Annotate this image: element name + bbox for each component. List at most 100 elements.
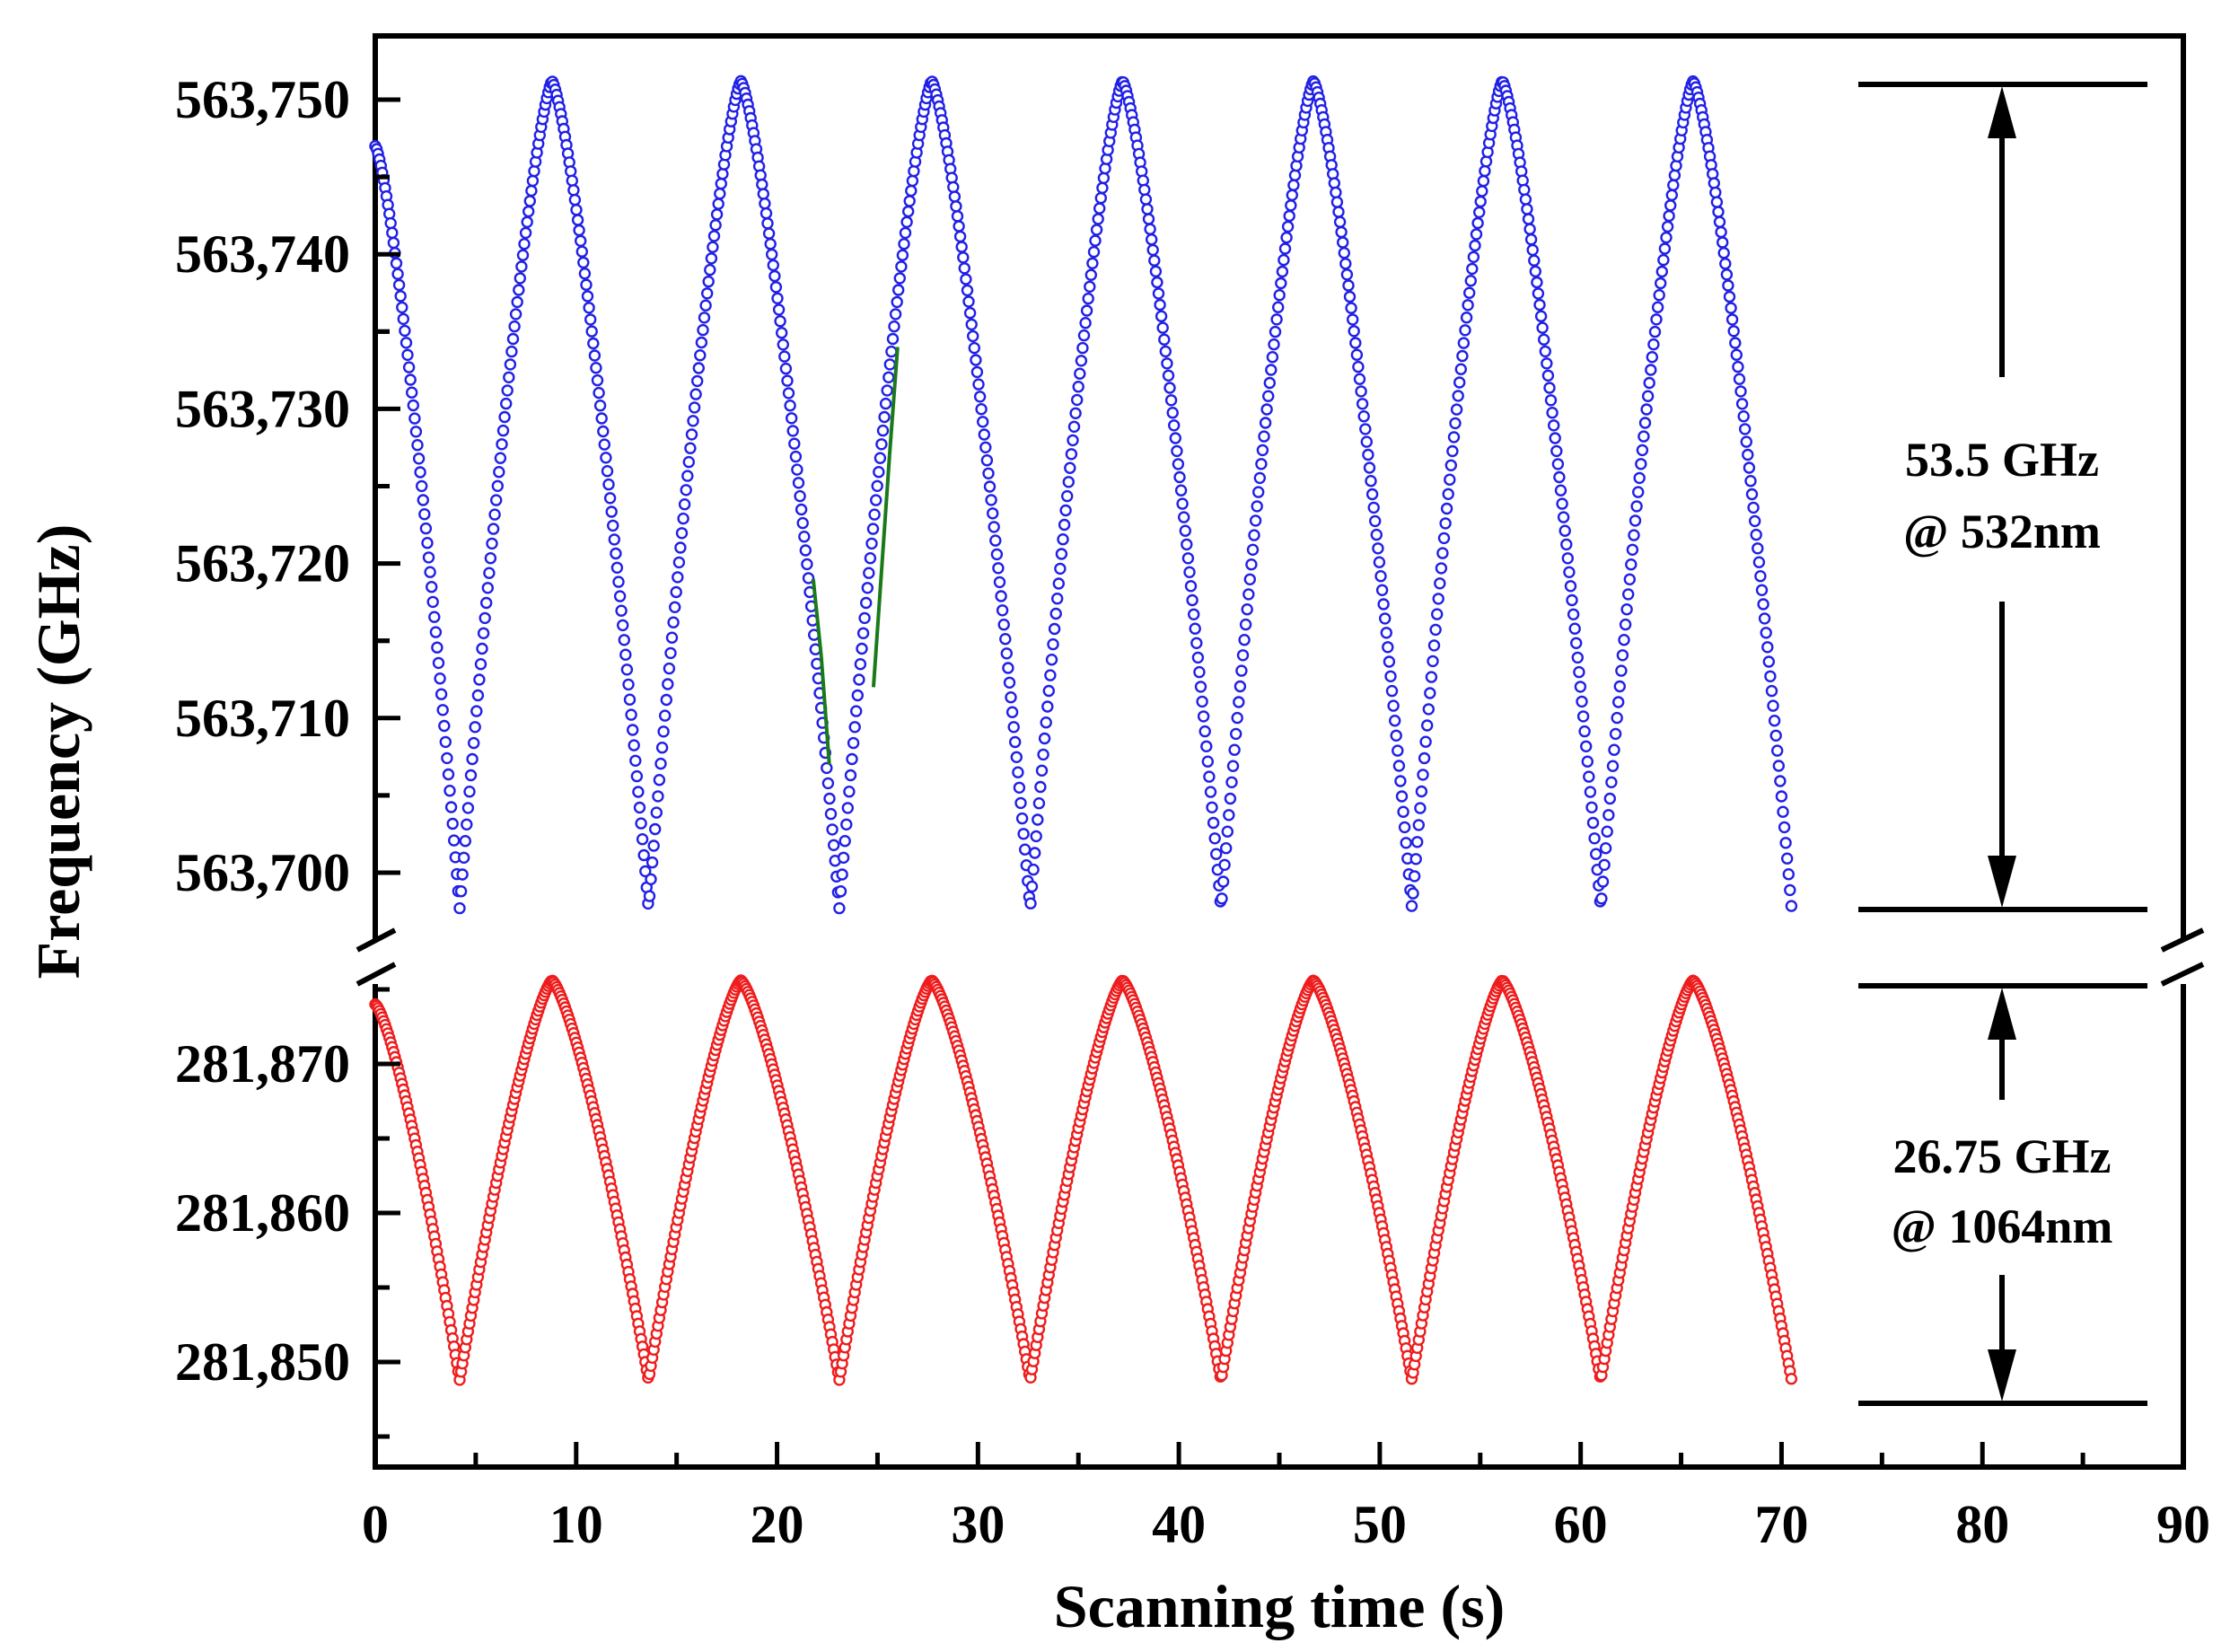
data-point [404, 373, 417, 386]
data-point [1775, 790, 1788, 803]
data-point [1336, 236, 1349, 249]
data-point [795, 503, 808, 516]
data-point [1238, 634, 1251, 646]
data-point [1231, 711, 1243, 725]
data-point [1152, 287, 1165, 300]
data-point [1158, 333, 1171, 346]
data-point [1339, 258, 1352, 270]
data-point [522, 205, 535, 218]
data-point [1035, 764, 1049, 777]
data-point [603, 492, 617, 505]
data-point [1449, 417, 1462, 430]
data-point [600, 452, 612, 464]
data-point [947, 180, 960, 194]
data-point [1761, 641, 1774, 654]
data-point [968, 341, 981, 355]
data-point [1089, 234, 1102, 247]
data-point [577, 256, 590, 269]
data-point [438, 719, 451, 733]
data-point [1573, 665, 1585, 679]
data-point [1557, 511, 1570, 523]
data-point [1216, 892, 1228, 905]
data-point [1082, 292, 1094, 305]
data-point [1479, 164, 1491, 178]
data-point [570, 203, 583, 216]
data-point [1359, 423, 1372, 435]
data-point [412, 453, 426, 465]
data-point [1747, 501, 1760, 514]
data-point [474, 658, 487, 671]
data-point [1417, 769, 1429, 781]
data-point [767, 259, 779, 272]
data-point [789, 450, 803, 463]
data-point [1355, 385, 1367, 398]
data-point [885, 345, 898, 358]
data-point [1338, 247, 1351, 259]
data-point [1616, 649, 1629, 662]
data-point [1184, 580, 1198, 593]
data-point [958, 262, 971, 275]
data-point [1084, 268, 1098, 281]
data-point [1712, 206, 1725, 218]
data-point [1377, 598, 1390, 611]
data-point [1740, 435, 1753, 448]
data-point [1541, 357, 1553, 370]
data-point [1752, 542, 1764, 555]
data-point [1226, 760, 1240, 772]
data-point [960, 273, 972, 286]
data-point [1049, 607, 1062, 620]
data-point [1096, 181, 1109, 195]
data-point [1459, 324, 1471, 337]
data-point [978, 428, 991, 441]
data-point [1715, 225, 1727, 239]
data-point [419, 522, 433, 535]
data-point [985, 494, 997, 506]
data-point [1709, 186, 1722, 199]
data-point [602, 478, 615, 491]
data-point [889, 308, 902, 321]
axis-break-right [2160, 927, 2205, 987]
outlier-segment [811, 578, 823, 657]
data-point [1667, 179, 1680, 191]
data-point [633, 801, 646, 814]
data-point [1005, 691, 1017, 704]
data-point [628, 739, 640, 751]
data-point [999, 633, 1012, 646]
data-point [1476, 185, 1488, 198]
data-point [1034, 780, 1047, 794]
data-point [1054, 562, 1067, 576]
data-point [1203, 770, 1216, 783]
data-point [1757, 598, 1769, 611]
data-point [1596, 875, 1610, 888]
data-point [1059, 504, 1072, 517]
data-point [965, 318, 978, 331]
data-point [436, 704, 449, 716]
x-tick-label: 50 [1353, 1495, 1407, 1554]
data-point [1647, 338, 1660, 351]
data-point [850, 705, 863, 717]
data-point [1208, 832, 1221, 845]
data-point [454, 885, 468, 898]
data-point [777, 338, 789, 351]
data-point [1394, 775, 1407, 787]
data-point [707, 241, 719, 253]
data-point [1719, 258, 1732, 270]
data-point [1149, 265, 1163, 277]
data-point [1544, 394, 1558, 407]
data-point [1097, 171, 1111, 185]
data-point [619, 648, 632, 661]
data-point [1452, 390, 1464, 402]
data-point [1643, 376, 1655, 390]
data-point [595, 412, 608, 425]
x-tick-label: 70 [1754, 1495, 1808, 1554]
data-point [1328, 177, 1341, 189]
data-point [1521, 203, 1533, 215]
x-tick-label: 20 [751, 1495, 804, 1554]
data-point [503, 371, 515, 383]
data-point [1618, 634, 1630, 646]
data-point [506, 332, 520, 346]
data-point [1283, 209, 1295, 223]
data-point [1774, 775, 1787, 787]
data-point [886, 332, 900, 346]
data-point [1723, 290, 1736, 303]
